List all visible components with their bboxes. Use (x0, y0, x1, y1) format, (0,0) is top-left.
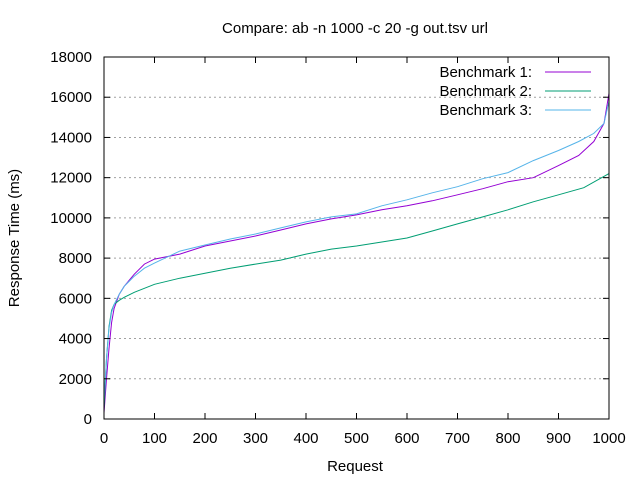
y-tick-label: 0 (84, 411, 92, 428)
chart-title: Compare: ab -n 1000 -c 20 -g out.tsv url (222, 20, 488, 37)
x-axis-label: Request (327, 458, 384, 475)
y-tick-label: 8000 (59, 250, 92, 267)
x-tick-label: 600 (394, 430, 419, 447)
y-tick-label: 12000 (50, 170, 92, 187)
legend: Benchmark 1: Benchmark 2: Benchmark 3: (439, 64, 591, 119)
x-tick-label: 400 (293, 430, 318, 447)
grid-lines (104, 96, 609, 380)
legend-label: Benchmark 1: (439, 64, 532, 81)
y-tick-label: 6000 (59, 290, 92, 307)
x-tick-label: 1000 (592, 430, 625, 447)
x-tick-label: 0 (100, 430, 108, 447)
x-tick-label: 300 (243, 430, 268, 447)
y-tick-label: 18000 (50, 49, 92, 66)
y-tick-label: 10000 (50, 210, 92, 227)
x-tick-label: 800 (495, 430, 520, 447)
y-tick-label: 16000 (50, 89, 92, 106)
series-lines (103, 93, 610, 414)
series-line-benchmark-2 (103, 173, 610, 409)
series-line-benchmark-1 (103, 93, 610, 414)
legend-label: Benchmark 3: (439, 102, 532, 119)
y-tick-label: 14000 (50, 129, 92, 146)
x-tick-label: 200 (192, 430, 217, 447)
legend-label: Benchmark 2: (439, 83, 532, 100)
y-tick-label: 4000 (59, 331, 92, 348)
y-tick-label: 2000 (59, 371, 92, 388)
y-axis-label: Response Time (ms) (6, 169, 23, 307)
plot-frame (103, 56, 610, 420)
x-tick-label: 100 (142, 430, 167, 447)
series-line-benchmark-3 (103, 101, 610, 403)
x-tick-label: 700 (445, 430, 470, 447)
x-tick-label: 900 (546, 430, 571, 447)
x-tick-label: 500 (344, 430, 369, 447)
axis-ticks: 0200040006000800010000120001400016000180… (50, 49, 625, 447)
